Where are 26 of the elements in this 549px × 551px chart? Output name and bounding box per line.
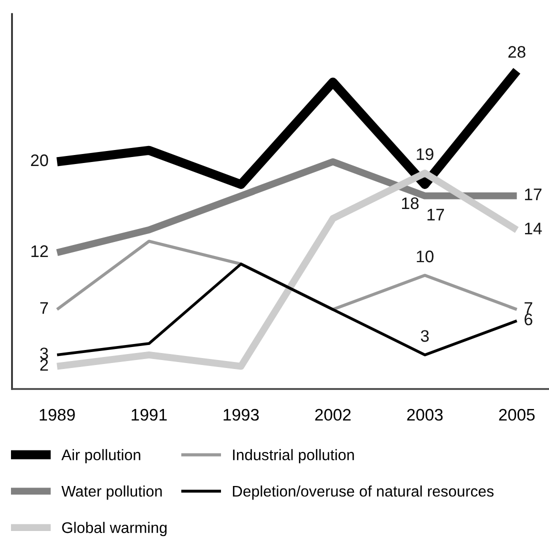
legend-label: Depletion/overuse of natural resources [232, 485, 494, 500]
data-label: 6 [524, 313, 532, 326]
data-label: 19 [416, 148, 434, 160]
data-label: 20 [31, 154, 48, 166]
data-label: 17 [525, 188, 542, 200]
legend-label: Air pollution [61, 449, 140, 464]
data-label: 2 [40, 358, 48, 371]
data-label: 7 [40, 302, 48, 314]
data-label: 18 [402, 197, 419, 210]
x-tick-label: 1989 [40, 408, 75, 421]
data-label: 10 [416, 250, 434, 262]
x-tick-label: 2003 [407, 408, 443, 421]
legend-label: Water pollution [61, 485, 162, 500]
data-label: 3 [40, 348, 48, 360]
data-label: 28 [508, 46, 526, 58]
data-label: 12 [31, 245, 48, 257]
legend-label: Industrial pollution [233, 449, 354, 464]
data-label: 3 [420, 330, 429, 342]
x-tick-label: 1991 [132, 408, 167, 421]
x-tick-label: 2002 [315, 408, 351, 421]
data-label: 17 [428, 208, 444, 220]
legend-label: Global warming [62, 522, 167, 536]
data-label: 7 [524, 302, 532, 314]
x-tick-label: 1993 [224, 408, 259, 421]
data-label: 14 [525, 222, 542, 234]
x-tick-label: 2005 [499, 408, 535, 421]
